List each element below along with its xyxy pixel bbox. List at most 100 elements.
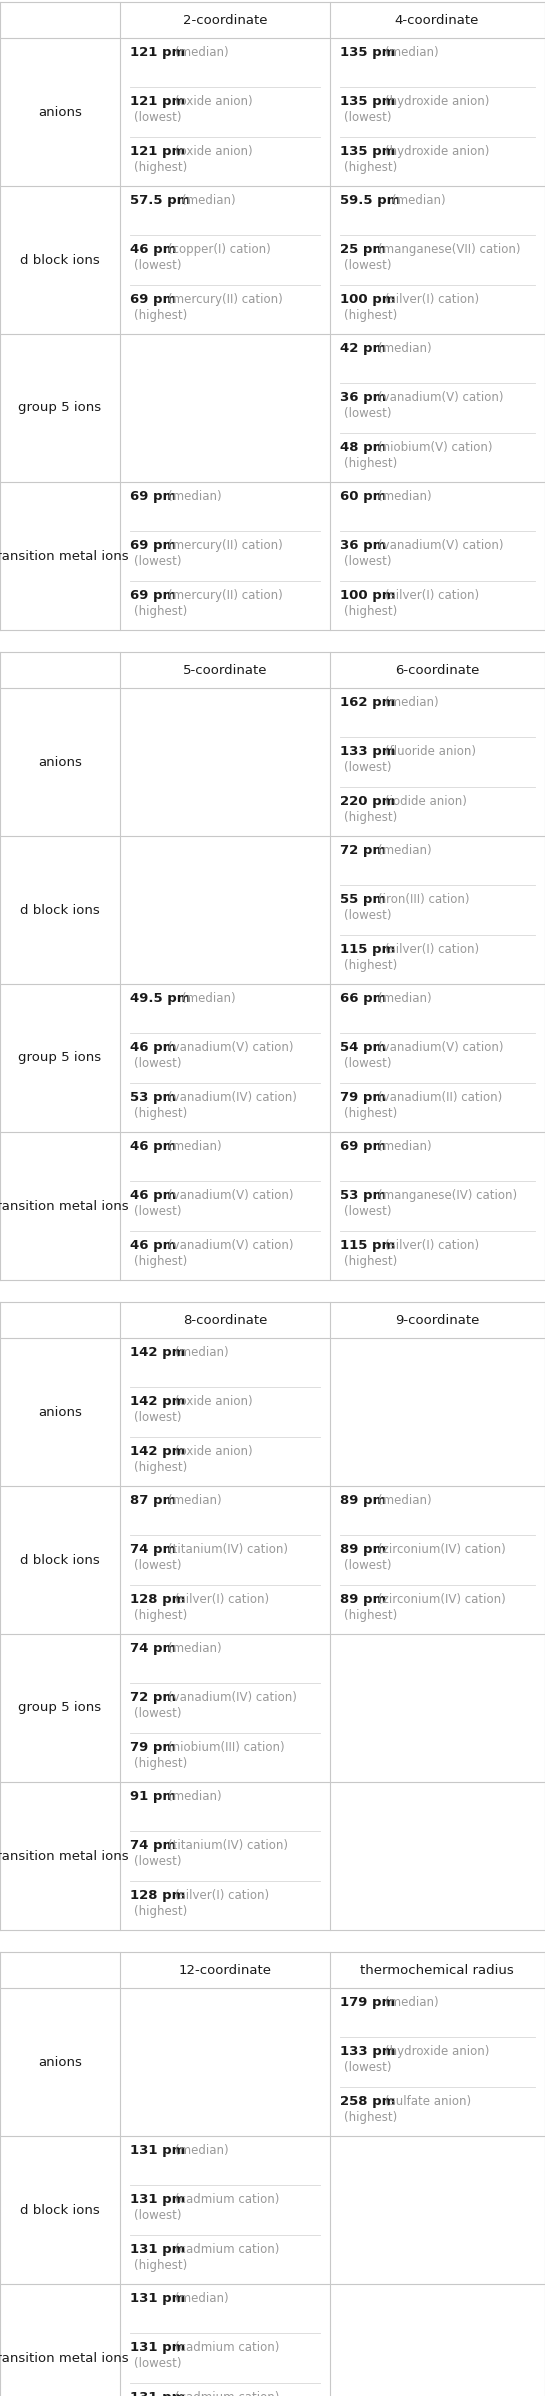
Text: (highest): (highest) [344, 309, 397, 321]
Text: 128 pm: 128 pm [130, 1593, 185, 1605]
Text: 131 pm: 131 pm [130, 2391, 185, 2396]
Text: (highest): (highest) [344, 604, 397, 618]
Text: (titanium(IV) cation): (titanium(IV) cation) [168, 1840, 288, 1852]
Text: (lowest): (lowest) [134, 556, 181, 568]
Text: (highest): (highest) [134, 1462, 187, 1474]
Text: 135 pm: 135 pm [340, 96, 395, 108]
Text: (lowest): (lowest) [134, 259, 181, 273]
Text: (lowest): (lowest) [134, 1560, 181, 1572]
Text: (median): (median) [168, 491, 222, 503]
Text: 46 pm: 46 pm [130, 1188, 177, 1203]
Text: (median): (median) [385, 695, 438, 709]
Text: 9-coordinate: 9-coordinate [395, 1313, 479, 1327]
Text: (lowest): (lowest) [134, 1708, 181, 1720]
Text: 46 pm: 46 pm [130, 1239, 177, 1251]
Text: 25 pm: 25 pm [340, 244, 386, 256]
Text: (silver(I) cation): (silver(I) cation) [175, 1888, 269, 1902]
Text: 2-coordinate: 2-coordinate [183, 14, 267, 26]
Text: (silver(I) cation): (silver(I) cation) [385, 292, 479, 307]
Text: 89 pm: 89 pm [340, 1543, 386, 1557]
Text: 89 pm: 89 pm [340, 1593, 386, 1605]
Text: 46 pm: 46 pm [130, 244, 177, 256]
Text: (vanadium(IV) cation): (vanadium(IV) cation) [168, 1692, 297, 1704]
Text: d block ions: d block ions [20, 1553, 100, 1567]
Text: 100 pm: 100 pm [340, 589, 396, 601]
Text: (hydroxide anion): (hydroxide anion) [385, 144, 489, 158]
Text: (silver(I) cation): (silver(I) cation) [385, 942, 479, 956]
Text: (median): (median) [378, 343, 432, 355]
Text: (vanadium(V) cation): (vanadium(V) cation) [168, 1042, 294, 1054]
Text: d block ions: d block ions [20, 2204, 100, 2216]
Text: 100 pm: 100 pm [340, 292, 396, 307]
Text: (lowest): (lowest) [344, 762, 391, 774]
Text: (lowest): (lowest) [134, 2358, 181, 2370]
Text: transition metal ions: transition metal ions [0, 1850, 129, 1862]
Text: 36 pm: 36 pm [340, 539, 386, 553]
Text: 69 pm: 69 pm [130, 589, 176, 601]
Text: 131 pm: 131 pm [130, 2144, 195, 2156]
Text: (lowest): (lowest) [134, 110, 181, 125]
Text: (vanadium(V) cation): (vanadium(V) cation) [168, 1239, 294, 1251]
Text: 131 pm: 131 pm [130, 2192, 185, 2207]
Text: 121 pm: 121 pm [130, 46, 195, 60]
Text: 115 pm: 115 pm [340, 942, 395, 956]
Text: (silver(I) cation): (silver(I) cation) [385, 1239, 479, 1251]
Text: 72 pm: 72 pm [340, 843, 395, 858]
Text: 49.5 pm: 49.5 pm [130, 992, 200, 1004]
Text: (lowest): (lowest) [344, 910, 391, 922]
Text: 48 pm: 48 pm [340, 441, 386, 453]
Text: (mercury(II) cation): (mercury(II) cation) [168, 539, 283, 553]
Text: 6-coordinate: 6-coordinate [395, 664, 479, 676]
Text: 66 pm: 66 pm [340, 992, 396, 1004]
Text: 12-coordinate: 12-coordinate [179, 1962, 271, 1977]
Text: 115 pm: 115 pm [340, 1239, 395, 1251]
Text: (silver(I) cation): (silver(I) cation) [385, 589, 479, 601]
Text: 121 pm: 121 pm [130, 144, 185, 158]
Text: 131 pm: 131 pm [130, 2341, 185, 2355]
Text: 8-coordinate: 8-coordinate [183, 1313, 267, 1327]
Text: (median): (median) [385, 46, 438, 60]
Text: (highest): (highest) [134, 2259, 187, 2271]
Text: (median): (median) [378, 1495, 432, 1507]
Text: (cadmium cation): (cadmium cation) [175, 2391, 279, 2396]
Text: 128 pm: 128 pm [130, 1888, 185, 1902]
Text: 74 pm: 74 pm [130, 1543, 176, 1557]
Text: (lowest): (lowest) [134, 2209, 181, 2223]
Text: anions: anions [38, 105, 82, 117]
Text: (median): (median) [175, 2144, 228, 2156]
Text: (lowest): (lowest) [344, 407, 391, 419]
Text: (highest): (highest) [344, 2111, 397, 2123]
Text: (manganese(IV) cation): (manganese(IV) cation) [378, 1188, 517, 1203]
Text: 69 pm: 69 pm [130, 539, 176, 553]
Text: (median): (median) [168, 1790, 222, 1804]
Text: 74 pm: 74 pm [130, 1840, 176, 1852]
Text: (oxide anion): (oxide anion) [175, 96, 252, 108]
Text: (lowest): (lowest) [344, 1560, 391, 1572]
Text: (lowest): (lowest) [134, 1411, 181, 1423]
Text: 53 pm: 53 pm [130, 1090, 176, 1105]
Text: 69 pm: 69 pm [130, 292, 176, 307]
Text: 72 pm: 72 pm [130, 1692, 176, 1704]
Text: (vanadium(V) cation): (vanadium(V) cation) [378, 1042, 504, 1054]
Text: 59.5 pm: 59.5 pm [340, 194, 410, 206]
Text: (zirconium(IV) cation): (zirconium(IV) cation) [378, 1543, 506, 1557]
Text: (median): (median) [378, 843, 432, 858]
Text: (lowest): (lowest) [344, 556, 391, 568]
Text: (highest): (highest) [134, 309, 187, 321]
Text: (vanadium(II) cation): (vanadium(II) cation) [378, 1090, 502, 1105]
Text: (oxide anion): (oxide anion) [175, 1394, 252, 1409]
Text: (median): (median) [168, 1641, 222, 1656]
Text: (lowest): (lowest) [134, 1057, 181, 1071]
Text: (titanium(IV) cation): (titanium(IV) cation) [168, 1543, 288, 1557]
Text: (cadmium cation): (cadmium cation) [175, 2192, 279, 2207]
Text: (silver(I) cation): (silver(I) cation) [175, 1593, 269, 1605]
Text: 133 pm: 133 pm [340, 745, 396, 757]
Text: 131 pm: 131 pm [130, 2293, 195, 2305]
Text: 135 pm: 135 pm [340, 144, 395, 158]
Text: 220 pm: 220 pm [340, 795, 395, 807]
Text: 46 pm: 46 pm [130, 1140, 186, 1152]
Text: (highest): (highest) [134, 1256, 187, 1267]
Text: d block ions: d block ions [20, 254, 100, 266]
Text: (median): (median) [175, 46, 228, 60]
Text: d block ions: d block ions [20, 903, 100, 918]
